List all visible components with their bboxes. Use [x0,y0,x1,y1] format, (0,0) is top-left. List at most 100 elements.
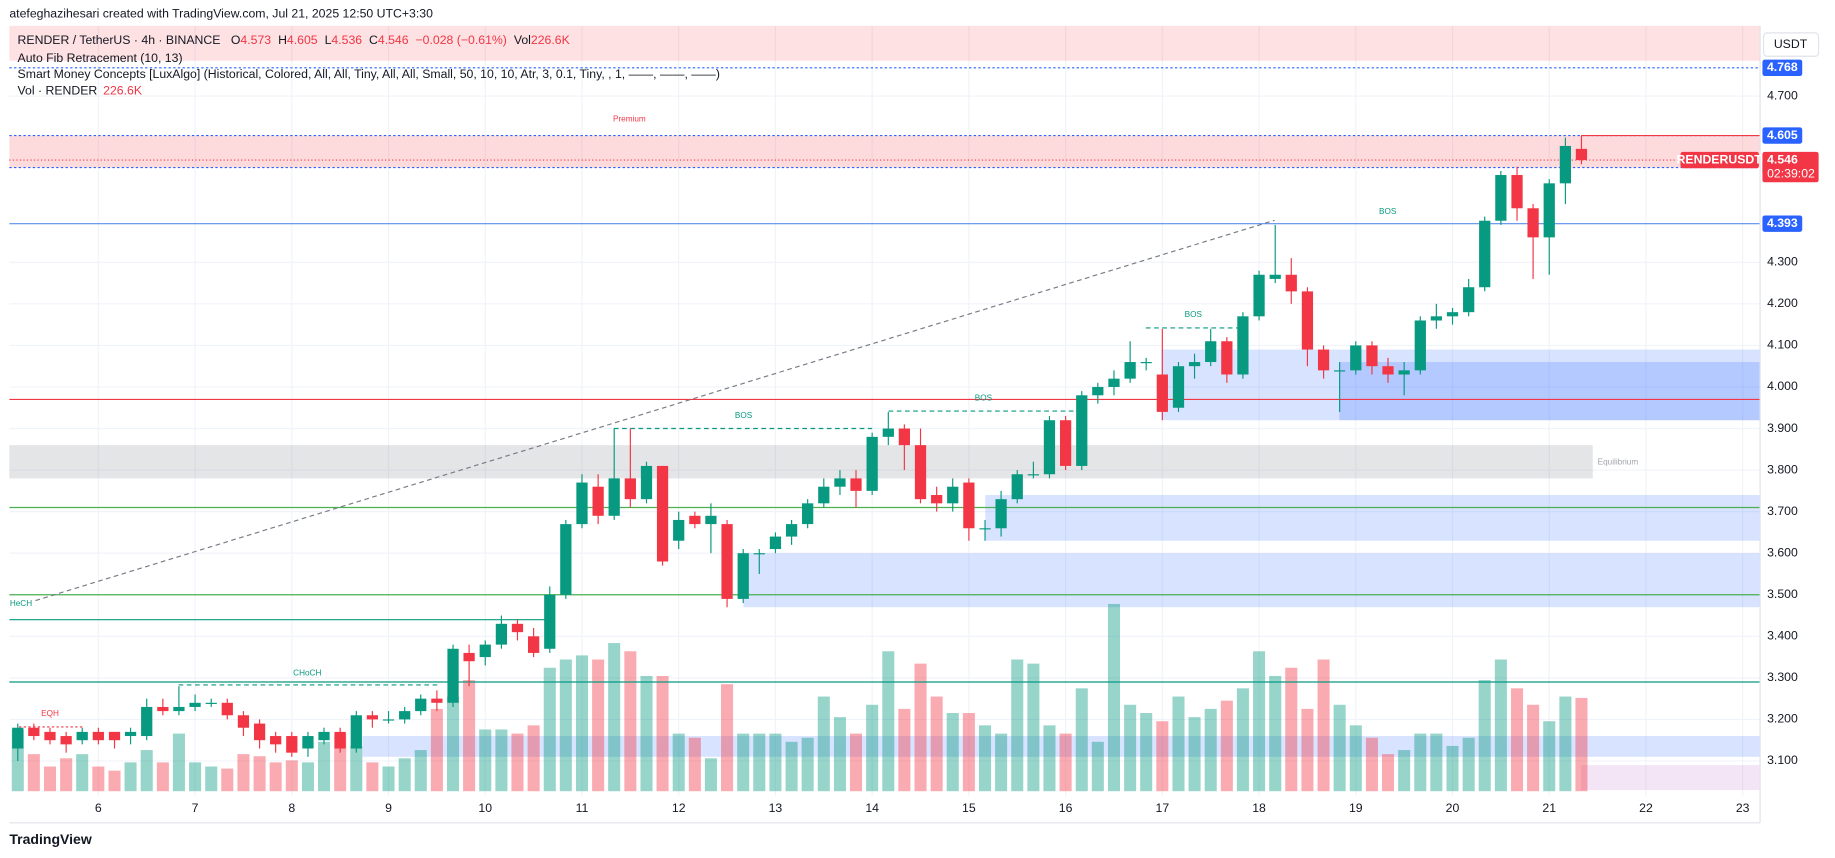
volume-bar [1559,696,1572,792]
price-tag-label: 4.768 [1767,60,1798,74]
volume-bar [866,704,879,792]
x-tick-label: 9 [385,801,392,815]
x-tick-label: 18 [1252,801,1266,815]
candle-body [1205,341,1217,363]
candle-body [1559,145,1572,184]
volume-bar [1398,750,1411,792]
volume-bar [1269,675,1282,792]
candle-body [495,623,508,645]
candle-body [286,736,298,753]
volume-bar [1317,659,1330,792]
currency[interactable]: USDT [1774,37,1808,51]
change: −0.028 (−0.61%) [416,33,507,47]
volume-bar [1220,700,1233,792]
y-tick-label: 4.000 [1767,379,1798,393]
candle-body [1479,220,1491,288]
candle-body [898,428,910,446]
zone [9,25,1761,61]
candle-body [463,652,475,662]
volume-bar [656,675,669,792]
volume-bar [221,768,234,792]
candle-body [640,465,653,500]
volume-bar [995,733,1008,792]
volume-bar [801,737,814,792]
volume-bar [882,651,895,792]
zone [9,445,1593,479]
credit: atefeghazihesari created with TradingVie… [9,6,433,20]
volume-bar [1381,754,1395,792]
candle-body [1350,345,1362,371]
volume-bar [721,684,734,792]
candle-body [527,636,540,653]
price-tag [1762,215,1803,232]
volume-bar [753,733,766,792]
volume-bar [914,663,927,792]
volume-bar [1075,688,1088,792]
candle-body [850,478,862,491]
ohlc-letter: C [369,33,378,47]
candle-body [447,648,459,703]
current-price-tag [1762,151,1819,183]
volume-bar [269,762,282,792]
annotation: CHoCH [293,668,321,677]
candle-body [1366,345,1378,367]
currency-box[interactable] [1763,32,1820,57]
candle-body [1398,370,1410,375]
volume-bar [624,651,637,792]
candle-body [995,499,1007,529]
zone [9,135,1761,168]
y-tick-label: 3.900 [1767,421,1798,435]
annotation: EQH [41,709,59,718]
y-tick-label: 3.500 [1767,587,1798,601]
candle-body [560,524,572,595]
x-tick-label: 16 [1059,801,1073,815]
volume-bar [575,655,589,792]
volume-bar [414,750,427,792]
volume-bar [559,659,572,792]
x-tick-label: 8 [288,801,295,815]
candle-body [1382,366,1394,375]
candle-body [60,736,72,745]
volume-bar [1333,704,1346,792]
candle-body [270,736,282,745]
candle-body [947,486,959,504]
candle-body [834,478,846,487]
volume-bar [76,754,89,792]
candle-body [1414,320,1426,371]
vol-indicator: Vol · RENDER 226.6K [18,84,143,98]
price-tag [1762,127,1803,144]
volume-bar [1027,663,1040,792]
volume-bar [1124,704,1137,792]
ohlc-value: 4.546 [378,33,409,47]
volume-bar [430,708,443,792]
candle-body [237,715,250,728]
candle-body [1317,349,1330,371]
volume-bar [237,754,250,792]
x-tick-label: 21 [1542,801,1556,815]
candle-body [866,436,878,491]
volume-bar [608,643,621,792]
candle-body [1237,316,1249,375]
candle-body [963,482,975,529]
x-tick-label: 20 [1446,801,1460,815]
annotation: BOS [735,411,753,420]
volume-bar [317,741,331,792]
zone [1581,765,1761,791]
annotation: BOS [1379,207,1397,216]
candle-body [914,445,927,500]
candle-body [479,644,491,658]
volume-bar [1156,721,1169,792]
candle-body [656,465,669,562]
candle-body [1076,395,1088,466]
volume-bar [849,733,863,792]
volume-bar [704,758,717,792]
volume-bar [1430,733,1443,792]
candle-body [1172,366,1185,408]
candle-body [1527,208,1539,238]
zone [1161,349,1761,421]
candle-body [1334,370,1346,372]
current-price-label: 4.546 [1767,152,1798,166]
candle-body [1124,362,1136,379]
volume-bar [1172,696,1185,792]
